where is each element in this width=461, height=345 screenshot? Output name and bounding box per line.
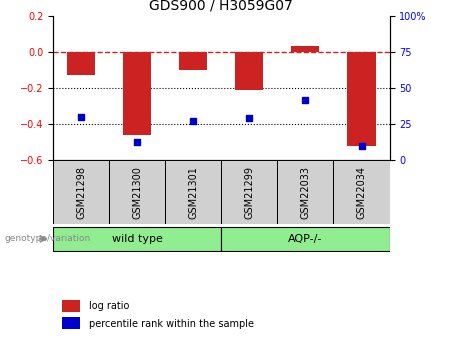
- Point: [246, 116, 253, 121]
- Title: GDS900 / H3059G07: GDS900 / H3059G07: [149, 0, 293, 13]
- Bar: [53, 160, 109, 224]
- Point: [301, 97, 309, 102]
- Text: GSM21299: GSM21299: [244, 166, 254, 219]
- Point: [77, 114, 85, 120]
- Bar: [53, 227, 221, 250]
- Text: GSM22033: GSM22033: [301, 166, 310, 219]
- Text: genotype/variation: genotype/variation: [5, 234, 91, 244]
- Text: GSM21301: GSM21301: [188, 166, 198, 219]
- Text: wild type: wild type: [112, 234, 163, 244]
- Text: GSM22034: GSM22034: [356, 166, 366, 219]
- Bar: [62, 300, 80, 312]
- Text: AQP-/-: AQP-/-: [288, 234, 323, 244]
- Text: log ratio: log ratio: [89, 302, 130, 311]
- Point: [189, 119, 197, 124]
- Bar: [278, 160, 333, 224]
- Bar: [221, 227, 390, 250]
- Bar: [67, 52, 95, 75]
- Bar: [123, 52, 151, 135]
- Bar: [235, 52, 263, 90]
- Bar: [348, 52, 376, 146]
- Bar: [179, 52, 207, 70]
- Bar: [165, 160, 221, 224]
- Bar: [109, 160, 165, 224]
- Bar: [221, 160, 278, 224]
- Bar: [291, 46, 319, 52]
- Text: GSM21300: GSM21300: [132, 166, 142, 219]
- Bar: [62, 317, 80, 329]
- Bar: [333, 160, 390, 224]
- Point: [134, 139, 141, 144]
- Text: percentile rank within the sample: percentile rank within the sample: [89, 319, 254, 328]
- Text: GSM21298: GSM21298: [76, 166, 86, 219]
- Point: [358, 143, 365, 149]
